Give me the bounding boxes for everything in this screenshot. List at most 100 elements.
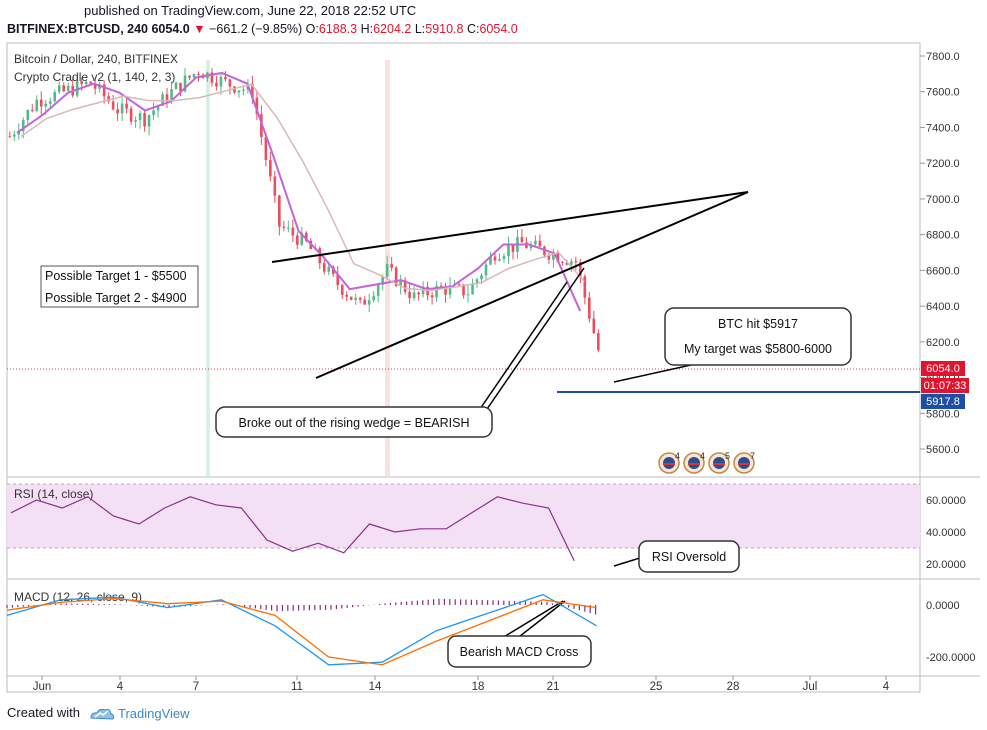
candle-body bbox=[192, 74, 196, 78]
wedge-callout-pointer-1 bbox=[479, 281, 568, 410]
signal-line bbox=[6, 597, 597, 666]
chart-frame bbox=[6, 42, 921, 693]
high-value: 6204.2 bbox=[373, 22, 412, 36]
candle-body bbox=[165, 94, 169, 102]
candle-body bbox=[444, 286, 447, 295]
candle-body bbox=[462, 284, 465, 296]
rsi-tick-label: 60.0000 bbox=[926, 495, 966, 507]
candle-body bbox=[574, 261, 578, 263]
candle-body bbox=[480, 275, 483, 280]
candle-body bbox=[336, 273, 340, 286]
candle-body bbox=[210, 72, 214, 83]
low-label: L: bbox=[414, 22, 426, 36]
candle-body bbox=[215, 82, 218, 87]
macd-callout-pointer-1 bbox=[501, 600, 564, 639]
candle-body bbox=[174, 82, 178, 90]
candle-body bbox=[417, 292, 420, 295]
candle-body bbox=[471, 283, 474, 295]
candles bbox=[8, 68, 600, 353]
candle-body bbox=[156, 105, 160, 111]
price-tick-label: 5800.0 bbox=[926, 408, 960, 420]
candle-body bbox=[565, 262, 569, 265]
macd-callout-pointer-2 bbox=[514, 600, 566, 641]
candle-body bbox=[224, 76, 227, 80]
candle-body bbox=[134, 120, 137, 122]
rsi-oversold-callout[interactable] bbox=[638, 540, 740, 573]
macd-tick-label: 0.0000 bbox=[926, 600, 960, 612]
candle-body bbox=[17, 131, 21, 135]
candle-body bbox=[556, 253, 560, 263]
candle-body bbox=[152, 110, 155, 116]
last-price-tag-text: 6054.0 bbox=[926, 363, 960, 375]
candle-body bbox=[305, 232, 308, 241]
tradingview-cloud-icon[interactable]: TradingView bbox=[88, 703, 218, 725]
candle-body bbox=[75, 81, 79, 96]
candle-body bbox=[381, 276, 384, 285]
wedge-upper-line[interactable] bbox=[271, 191, 749, 263]
wedge-label: Broke out of the rising wedge = BEARISH bbox=[238, 416, 469, 430]
time-tick-label: Jun bbox=[33, 681, 52, 693]
candle-body bbox=[435, 285, 438, 298]
candle-body bbox=[242, 89, 245, 91]
candle-body bbox=[592, 318, 596, 334]
candle-body bbox=[489, 256, 492, 265]
candle-body bbox=[188, 75, 191, 78]
high-label: H: bbox=[360, 22, 374, 36]
candle-body bbox=[125, 103, 128, 109]
macd-axis: 0.0000 -200.0000 bbox=[926, 600, 976, 664]
rsi-axis: 60.0000 40.0000 20.0000 bbox=[926, 495, 966, 571]
candle-body bbox=[170, 89, 173, 102]
time-axis: Jun 4 7 11 14 18 21 25 28 Jul 4 bbox=[33, 676, 890, 693]
candle-body bbox=[349, 296, 353, 300]
candle-body bbox=[498, 258, 501, 261]
created-with: Created with bbox=[7, 705, 80, 720]
candle-body bbox=[39, 99, 43, 107]
btc-hit-callout[interactable] bbox=[664, 307, 852, 366]
candle-body bbox=[552, 253, 555, 260]
candle-body bbox=[287, 227, 290, 229]
event-count: 7 bbox=[750, 451, 755, 461]
event-icons[interactable]: 4 4 5 7 bbox=[658, 451, 755, 474]
rsi-callout-pointer bbox=[613, 556, 644, 567]
candle-body bbox=[30, 110, 34, 112]
time-tick-label: 14 bbox=[369, 681, 382, 693]
candle-body bbox=[363, 299, 367, 305]
time-tick-label: 21 bbox=[547, 681, 560, 693]
candle-body bbox=[327, 266, 331, 272]
candle-body bbox=[44, 103, 48, 107]
candle-body bbox=[120, 103, 124, 114]
session-highlight-green bbox=[206, 60, 210, 476]
candle-body bbox=[583, 276, 587, 298]
candle-body bbox=[520, 237, 524, 243]
candle-body bbox=[237, 90, 241, 93]
support-price-tag bbox=[921, 394, 965, 409]
candle-body bbox=[129, 108, 133, 122]
candle-body bbox=[147, 115, 151, 127]
price-tick-label: 6400.0 bbox=[926, 301, 960, 313]
my-target-label: My target was $5800-6000 bbox=[684, 342, 832, 356]
macd-tick-label: -200.0000 bbox=[926, 652, 976, 664]
candle-body bbox=[457, 284, 461, 286]
targets-box[interactable] bbox=[40, 265, 199, 308]
target-2-label: Possible Target 2 - $4900 bbox=[45, 291, 187, 305]
candle-body bbox=[12, 134, 16, 137]
macd-cross-callout[interactable] bbox=[447, 635, 592, 668]
wedge-callout[interactable] bbox=[215, 406, 493, 438]
candle-body bbox=[345, 294, 349, 297]
candle-body bbox=[372, 295, 375, 301]
candle-body bbox=[102, 84, 106, 97]
candle-body bbox=[358, 297, 362, 300]
candle-body bbox=[300, 232, 304, 245]
event-count: 5 bbox=[725, 451, 730, 461]
candle-body bbox=[394, 267, 398, 286]
wedge-lower-line[interactable] bbox=[315, 191, 749, 379]
rsi-oversold-label: RSI Oversold bbox=[652, 550, 726, 564]
time-tick-label: Jul bbox=[803, 681, 818, 693]
brand-name[interactable]: TradingView bbox=[118, 706, 190, 721]
price-tick-label: 7800.0 bbox=[926, 51, 960, 63]
candle-body bbox=[430, 295, 434, 298]
candle-body bbox=[448, 285, 452, 295]
time-tick-label: 25 bbox=[650, 681, 663, 693]
last-price-tag bbox=[921, 361, 965, 376]
